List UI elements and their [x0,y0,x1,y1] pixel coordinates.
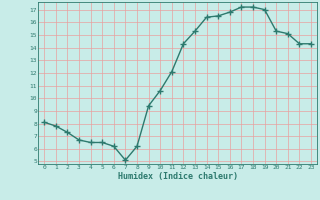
X-axis label: Humidex (Indice chaleur): Humidex (Indice chaleur) [118,172,238,181]
